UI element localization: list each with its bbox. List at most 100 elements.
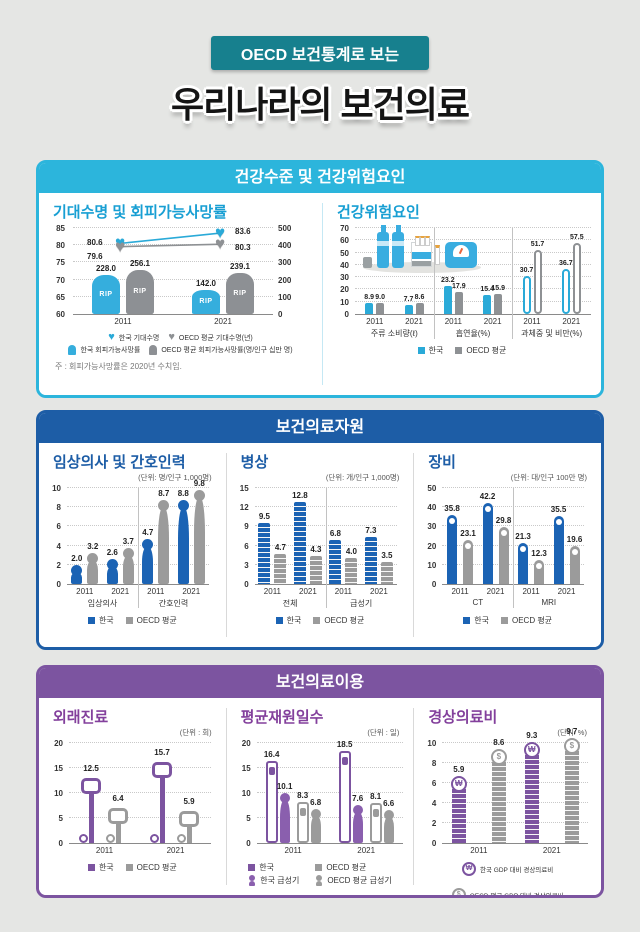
chart-plot: 60 65 70 75 80 85 0 100 200 300 400 500 RIP 228.0 RIP 1… xyxy=(56,224,291,319)
bar-value: 4.7 xyxy=(142,527,154,537)
bar-value: 8.7 xyxy=(158,489,170,499)
money-bag-icon: ₩ xyxy=(462,862,477,876)
panel-divider xyxy=(413,708,415,885)
x-category-label: 2021 xyxy=(542,846,561,855)
bar-value: 30.7 xyxy=(519,267,534,275)
section-utilization-title: 보건의료이용 xyxy=(39,668,601,698)
bar-value: 6.6 xyxy=(383,799,395,808)
x-category-label: 2021 xyxy=(182,587,201,596)
x-category-label: 2011 xyxy=(444,317,462,326)
gridline xyxy=(442,742,589,743)
y-axis-tick: 50 xyxy=(340,248,349,258)
y-axis-tick: 10 xyxy=(427,739,437,748)
bar xyxy=(279,792,290,843)
panel-outpatient: 외래진료 (단위 : 회) 0 5 10 15 20 12.5 6.4 15.7 5.9 2011… xyxy=(39,698,226,895)
y-axis-right-tick: 300 xyxy=(278,258,292,268)
chart-note: 주 : 회피가능사망률은 2020년 수치임. xyxy=(55,362,182,371)
bar-value: 5.9 xyxy=(183,796,195,806)
bar-value: 142.0 xyxy=(195,278,217,288)
panel-title-equipment: 장비 xyxy=(428,454,456,471)
person-head xyxy=(106,559,118,571)
bar xyxy=(345,558,358,584)
money-bag-icon: $ xyxy=(451,888,466,895)
x-group-label: 전체 xyxy=(282,599,298,608)
bar xyxy=(483,295,492,314)
gridline xyxy=(69,742,211,743)
y-axis-right-tick: 100 xyxy=(278,292,292,302)
legend-item: 한국 급성기 xyxy=(248,875,299,886)
y-axis-tick: 0 xyxy=(431,580,437,589)
person-head xyxy=(310,809,321,819)
legend-item: 한국 xyxy=(87,862,114,873)
bar-value: 9.5 xyxy=(258,512,270,522)
y-axis-left-tick: 80 xyxy=(56,241,65,251)
y-axis-tick: 0 xyxy=(246,839,251,848)
gridline xyxy=(442,487,585,488)
legend-label: 한국 xyxy=(286,616,302,625)
legend-swatch xyxy=(87,864,95,871)
bar-value: 8.9 xyxy=(364,294,375,302)
bar-value: 36.7 xyxy=(559,259,573,267)
bar xyxy=(443,285,452,314)
group-divider xyxy=(325,488,327,608)
bar-value: 3.5 xyxy=(381,550,393,560)
bar xyxy=(338,750,351,843)
gantry-hole-icon xyxy=(449,518,456,525)
gridline xyxy=(69,767,211,768)
bar xyxy=(352,805,363,843)
y-axis-tick: 10 xyxy=(241,789,251,798)
rip-text: RIP xyxy=(133,288,147,296)
legend-label: OECD 평균 기대수명(년) xyxy=(178,334,253,342)
bar-value: 4.0 xyxy=(345,547,357,557)
x-axis: 2011 2021 xyxy=(442,844,588,857)
panel-title-risk: 건강위험요인 xyxy=(337,204,420,221)
bar-value: 6.8 xyxy=(329,529,341,539)
bar-value: 15.7 xyxy=(154,747,170,757)
bar xyxy=(518,543,529,584)
bar xyxy=(380,561,393,584)
panel-spending: 경상의료비 (단위: %) 0 2 4 6 8 10 ₩5.9 $8.6 ₩9.3 $9.7 201… xyxy=(414,698,601,895)
person-head xyxy=(87,553,99,565)
chart-plot: 0 2 4 6 8 10 2.0 3.2 2.6 3.7 4.7 8.7 8.8 9.8 xyxy=(52,479,209,608)
person-icon xyxy=(248,875,256,886)
gridline xyxy=(442,802,589,803)
rip-text: RIP xyxy=(99,290,113,298)
bar xyxy=(176,810,199,843)
legend-item: OECD 평균 xyxy=(125,615,177,626)
person-body xyxy=(279,799,290,843)
gantry-hole-icon xyxy=(500,529,507,536)
x-category-label: 2011 xyxy=(147,587,165,596)
y-axis-tick: 20 xyxy=(241,739,251,748)
section-resources-title: 보건의료자원 xyxy=(39,413,601,443)
bar-value: 10.1 xyxy=(276,781,293,791)
stethoscope-bell-icon xyxy=(105,834,115,843)
section-health-body: 기대수명 및 회피가능사망률 60 65 70 75 80 85 0 100 200 300 400… xyxy=(39,193,601,395)
bar xyxy=(105,808,128,843)
header: OECD 보건통계로 보는 우리나라의 보건의료 xyxy=(0,36,640,128)
y-axis-tick: 4 xyxy=(56,541,61,551)
bar xyxy=(142,538,154,584)
bar xyxy=(447,515,458,584)
tombstone-icon xyxy=(149,345,158,355)
legend-item: OECD 평균 xyxy=(455,345,506,356)
bar xyxy=(149,761,172,843)
y-axis-tick: 15 xyxy=(54,764,63,773)
bar xyxy=(310,809,321,843)
y-axis-tick: 5 xyxy=(58,814,63,823)
x-category-label: 2011 xyxy=(76,587,94,596)
gridline xyxy=(67,487,209,488)
x-axis: 2011 2021 xyxy=(73,315,273,328)
x-category-label: 2021 xyxy=(486,587,505,596)
y-axis-tick: 2 xyxy=(431,819,437,828)
heart-icon: ♥ xyxy=(115,233,126,253)
x-category-label: 2011 xyxy=(334,587,352,596)
y-axis-tick: 10 xyxy=(52,484,61,493)
gantry-hole-icon xyxy=(465,542,472,549)
person-body xyxy=(352,812,363,843)
y-axis-tick: 20 xyxy=(54,739,63,748)
bar xyxy=(293,502,306,584)
heart-icon: ♥ xyxy=(215,234,226,254)
legend-item: ♥ OECD 평균 기대수명(년) xyxy=(168,332,252,343)
person-body xyxy=(106,567,118,584)
